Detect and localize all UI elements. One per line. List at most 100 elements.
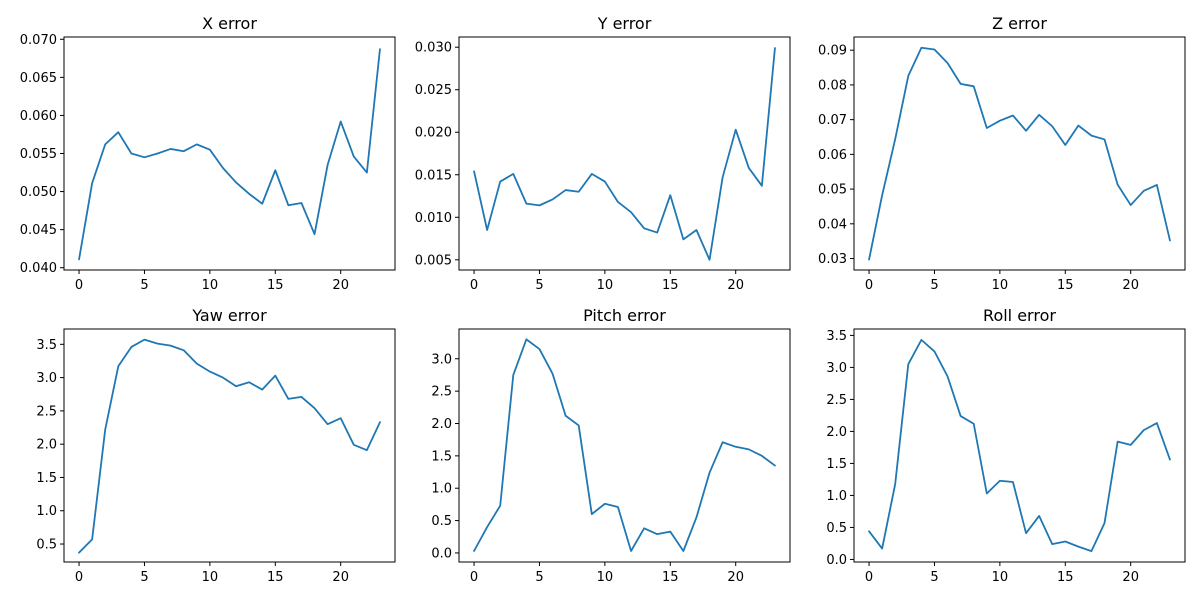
x-tick-label: 15 (662, 278, 679, 293)
data-point (578, 191, 580, 193)
subplot-3: Z error 0 5 10 15 20 0.03 0.04 0.05 0.06 0.07 0.08 0… (818, 14, 1186, 293)
data-point (538, 204, 540, 206)
y-tick-label: 2.0 (431, 417, 452, 432)
x-tick-label: 10 (992, 278, 1009, 293)
data-point (960, 415, 962, 417)
series-line (473, 338, 776, 552)
y-tick-label: 2.0 (36, 438, 57, 453)
y-tick-label: 1.0 (826, 489, 847, 504)
x-tick-label: 10 (202, 570, 219, 585)
data-point (486, 229, 488, 231)
data-point (222, 377, 224, 379)
data-point (604, 503, 606, 505)
x-tick-label: 0 (470, 278, 478, 293)
data-point (1156, 184, 1158, 186)
data-point (314, 233, 316, 235)
data-point (722, 441, 724, 443)
data-point (143, 156, 145, 158)
y-tick-label: 3.0 (431, 352, 452, 367)
y-tick-label: 1.0 (36, 504, 57, 519)
subplot-5: Pitch error 0 5 10 15 20 0.0 0.5 1.0 1.5 2.0 2.5 3.0 (431, 306, 791, 585)
y-tick-label: 0.005 (415, 253, 452, 268)
data-point (933, 350, 935, 352)
data-point (117, 131, 119, 133)
data-point (486, 526, 488, 528)
y-tick-label: 0.050 (20, 185, 57, 200)
data-point (353, 444, 355, 446)
y-tick-label: 0.060 (20, 109, 57, 124)
data-point (525, 203, 527, 205)
data-point (960, 83, 962, 85)
data-point (287, 204, 289, 206)
data-point (630, 211, 632, 213)
data-point (1051, 543, 1053, 545)
data-point (999, 480, 1001, 482)
y-tick-label: 0.07 (818, 113, 847, 128)
data-point (104, 429, 106, 431)
x-tick-label: 15 (267, 278, 284, 293)
data-point (591, 173, 593, 175)
data-point (881, 548, 883, 550)
data-point (327, 164, 329, 166)
data-point (695, 229, 697, 231)
y-tick-label: 0.05 (818, 183, 847, 198)
data-point (209, 149, 211, 151)
data-point (630, 550, 632, 552)
data-point (340, 417, 342, 419)
y-tick-label: 0.03 (818, 252, 847, 267)
y-tick-label: 0.055 (20, 147, 57, 162)
data-point (552, 198, 554, 200)
y-tick-label: 0.020 (415, 126, 452, 141)
x-tick-label: 0 (865, 570, 873, 585)
x-tick-label: 5 (535, 570, 543, 585)
data-point (1090, 135, 1092, 137)
axes-frame (63, 328, 396, 563)
y-tick-label: 2.0 (826, 425, 847, 440)
data-point (183, 349, 185, 351)
axes-frame (458, 36, 791, 271)
subplot-4: Yaw error 0 5 10 15 20 0.5 1.0 1.5 2.0 2.5 3.0 3.5 (36, 306, 396, 585)
data-point (1143, 429, 1145, 431)
series-line (868, 46, 1171, 261)
x-tick-label: 0 (470, 570, 478, 585)
data-point (1025, 130, 1027, 132)
data-point (261, 203, 263, 205)
data-point (117, 365, 119, 367)
subplot-title: Z error (992, 14, 1047, 33)
x-tick-label: 0 (75, 570, 83, 585)
x-tick-label: 5 (140, 278, 148, 293)
series-line (78, 48, 381, 261)
data-point (1104, 138, 1106, 140)
subplot-6: Roll error 0 5 10 15 20 0.0 0.5 1.0 1.5 2.0 2.5 3.0 3… (826, 306, 1186, 585)
data-point (735, 446, 737, 448)
data-point (617, 506, 619, 508)
data-point (235, 385, 237, 387)
x-tick-label: 5 (140, 570, 148, 585)
data-point (170, 345, 172, 347)
y-tick-label: 1.0 (431, 482, 452, 497)
data-point (379, 421, 381, 423)
data-point (735, 129, 737, 131)
data-point (973, 85, 975, 87)
data-point (248, 381, 250, 383)
data-point (604, 181, 606, 183)
data-point (143, 339, 145, 341)
data-point (761, 185, 763, 187)
subplot-1: X error 0 5 10 15 20 0.040 0.045 0.050 0.055 0.060… (20, 14, 396, 293)
data-point (209, 371, 211, 373)
data-point (274, 375, 276, 377)
data-point (894, 138, 896, 140)
data-point (183, 150, 185, 152)
data-point (669, 194, 671, 196)
y-tick-label: 0.070 (20, 33, 57, 48)
subplot-title: Yaw error (191, 306, 267, 325)
y-tick-label: 0.09 (818, 44, 847, 59)
data-point (1117, 441, 1119, 443)
y-tick-label: 0.025 (415, 83, 452, 98)
data-point (1169, 239, 1171, 241)
data-point (947, 375, 949, 377)
subplot-title: Pitch error (583, 306, 666, 325)
x-tick-label: 5 (535, 278, 543, 293)
data-point (300, 202, 302, 204)
x-tick-label: 10 (992, 570, 1009, 585)
